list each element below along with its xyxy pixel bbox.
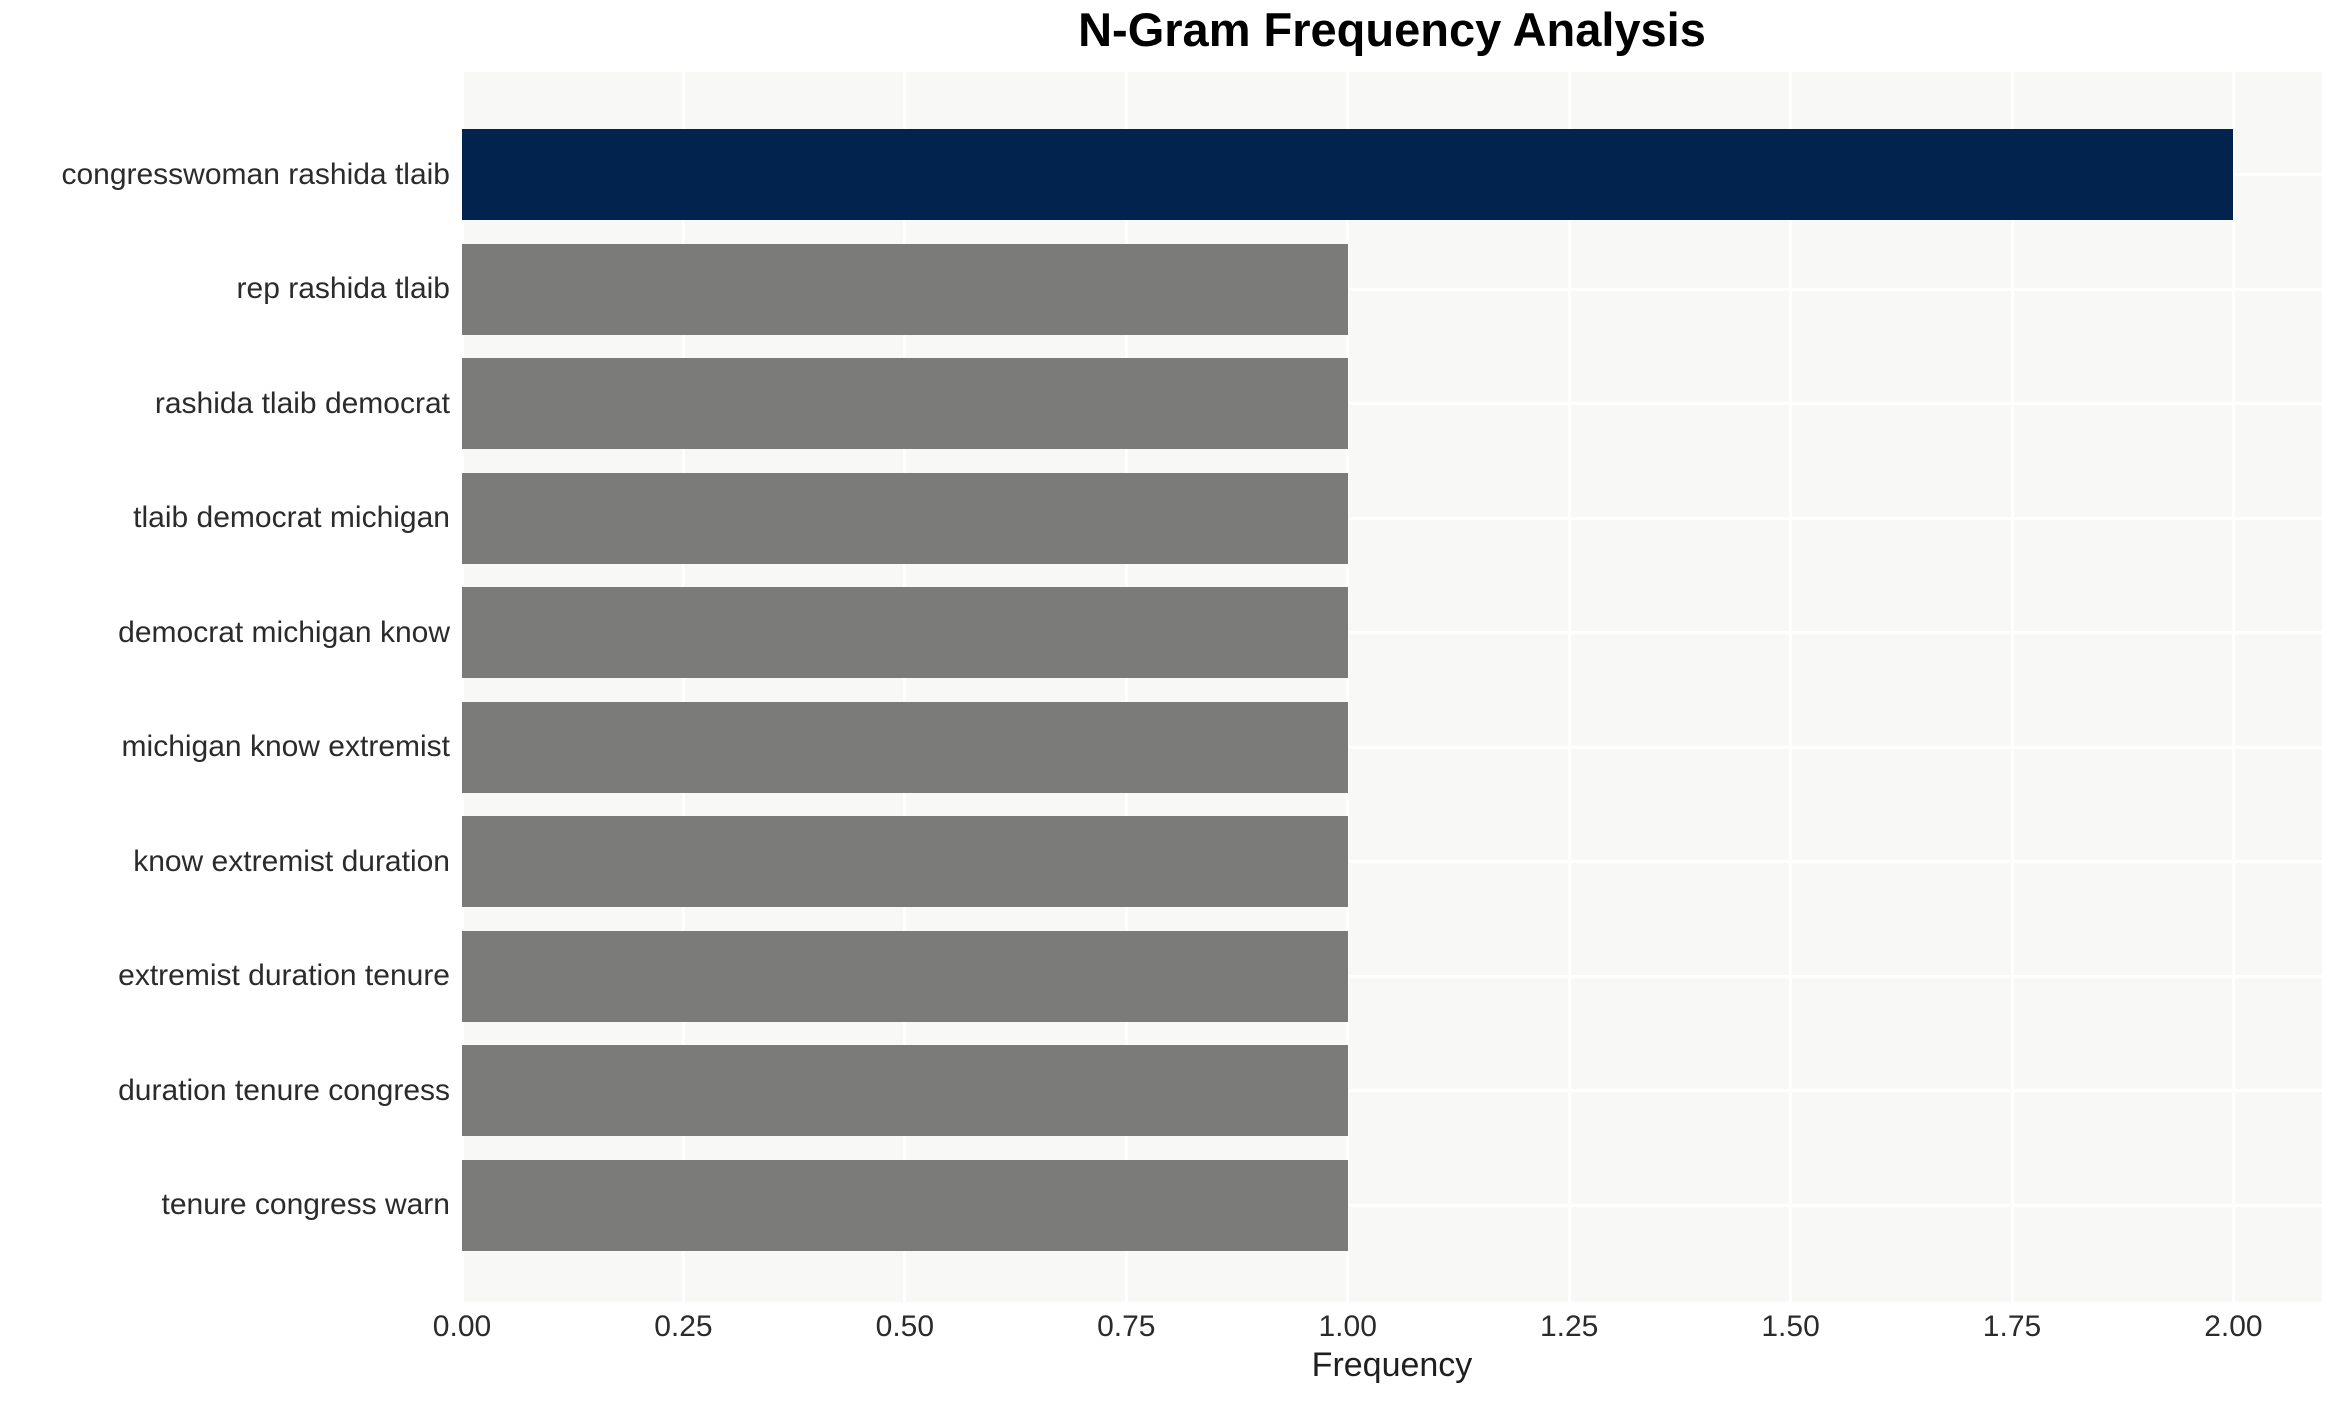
bar-rashida-tlaib-democrat bbox=[462, 358, 1348, 449]
bar-tenure-congress-warn bbox=[462, 1159, 1348, 1251]
bar-democrat-michigan-know bbox=[462, 587, 1348, 678]
gridline-vertical bbox=[1567, 72, 1571, 1302]
gridline-horizontal bbox=[462, 974, 2322, 978]
x-tick-label: 0.50 bbox=[875, 1310, 935, 1343]
gridline-horizontal bbox=[462, 860, 2322, 863]
category-label: tenure congress warn bbox=[161, 1188, 451, 1221]
gridline-horizontal bbox=[462, 631, 2322, 634]
x-tick-label: 2.00 bbox=[2204, 1310, 2263, 1343]
x-tick-label: 1.00 bbox=[1318, 1310, 1377, 1343]
gridline-horizontal bbox=[462, 516, 2322, 520]
category-label: extremist duration tenure bbox=[118, 959, 450, 992]
category-label: congresswoman rashida tlaib bbox=[61, 157, 450, 191]
gridline-horizontal bbox=[462, 1203, 2322, 1207]
plot-panel bbox=[460, 72, 2322, 1302]
gridline-horizontal bbox=[462, 745, 2322, 749]
bar-extremist-duration-tenure bbox=[462, 930, 1348, 1022]
gridline-vertical bbox=[1346, 72, 1350, 1302]
category-label: democrat michigan know bbox=[118, 615, 450, 649]
x-axis-tick-labels: 0.00 0.25 0.50 0.75 1.00 1.25 1.50 1.75 2.00 bbox=[433, 1302, 2322, 1348]
category-label: know extremist duration bbox=[133, 844, 450, 878]
gridline-vertical bbox=[460, 72, 464, 1302]
bar-rep-rashida-tlaib bbox=[462, 243, 1348, 335]
category-label: michigan know extremist bbox=[121, 730, 450, 763]
x-tick-label: 1.75 bbox=[1982, 1310, 2042, 1343]
category-label: tlaib democrat michigan bbox=[133, 501, 450, 534]
y-axis-category-labels: congresswoman rashida tlaib rep rashida t… bbox=[0, 72, 450, 1302]
bar-know-extremist-duration bbox=[462, 816, 1348, 907]
gridline-vertical bbox=[903, 72, 907, 1302]
chart-title: N-Gram Frequency Analysis bbox=[1078, 3, 1706, 56]
gridline-horizontal bbox=[462, 402, 2322, 405]
x-tick-label: 1.50 bbox=[1761, 1310, 1820, 1343]
gridline-horizontal bbox=[462, 1089, 2322, 1092]
x-tick-label: 0.75 bbox=[1097, 1310, 1156, 1343]
category-label: rep rashida tlaib bbox=[236, 272, 450, 305]
x-tick-label: 0.25 bbox=[654, 1310, 713, 1343]
gridline-horizontal bbox=[462, 287, 2322, 291]
category-label: rashida tlaib democrat bbox=[154, 386, 450, 420]
bar-michigan-know-extremist bbox=[462, 701, 1348, 793]
bar-tlaib-democrat-michigan bbox=[462, 472, 1348, 564]
bar-congresswoman-rashida-tlaib bbox=[462, 129, 2234, 220]
x-tick-label: 0.00 bbox=[432, 1310, 492, 1343]
gridline-vertical bbox=[2231, 72, 2235, 1302]
gridline-vertical bbox=[1124, 72, 1128, 1302]
x-axis-title: Frequency bbox=[1311, 1346, 1473, 1384]
gridline-vertical bbox=[1789, 72, 1793, 1302]
category-label: duration tenure congress bbox=[118, 1073, 450, 1107]
gridline-vertical bbox=[681, 72, 685, 1302]
x-tick-label: 1.25 bbox=[1539, 1310, 1599, 1343]
gridline-vertical bbox=[2010, 72, 2014, 1302]
bar-duration-tenure-congress bbox=[462, 1045, 1348, 1136]
